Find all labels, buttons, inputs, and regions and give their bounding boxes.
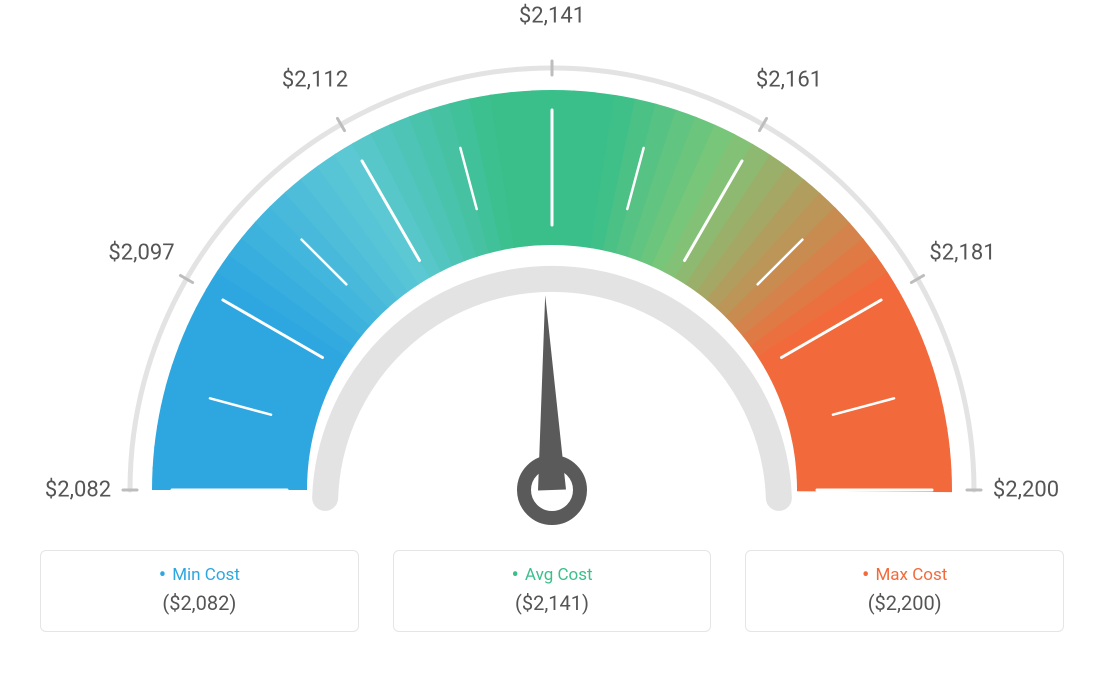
gauge-tick-label: $2,112 [282, 67, 348, 92]
gauge-tick-label: $2,181 [929, 241, 995, 266]
gauge-tick-label: $2,141 [519, 4, 585, 29]
chart-container: $2,082 $2,097 $2,112 $2,141 $2,161 $2,181 $2,2… [0, 0, 1104, 690]
legend-card-min: Min Cost ($2,082) [40, 550, 359, 632]
legend-value-min: ($2,082) [59, 591, 340, 615]
legend-value-avg: ($2,141) [412, 591, 693, 615]
gauge-tick-label: $2,200 [993, 478, 1059, 503]
legend-card-avg: Avg Cost ($2,141) [393, 550, 712, 632]
legend-card-max: Max Cost ($2,200) [745, 550, 1064, 632]
gauge-tick-label: $2,082 [45, 478, 111, 503]
legend-label-min: Min Cost [59, 565, 340, 585]
gauge-tick-label: $2,097 [108, 241, 174, 266]
legend-row: Min Cost ($2,082) Avg Cost ($2,141) Max … [0, 550, 1104, 632]
legend-label-max: Max Cost [764, 565, 1045, 585]
legend-value-max: ($2,200) [764, 591, 1045, 615]
gauge-svg [52, 0, 1052, 560]
gauge-tick-label: $2,161 [756, 67, 822, 92]
gauge-chart: $2,082$2,097$2,112$2,141$2,161$2,181$2,2… [52, 0, 1052, 560]
legend-label-avg: Avg Cost [412, 565, 693, 585]
